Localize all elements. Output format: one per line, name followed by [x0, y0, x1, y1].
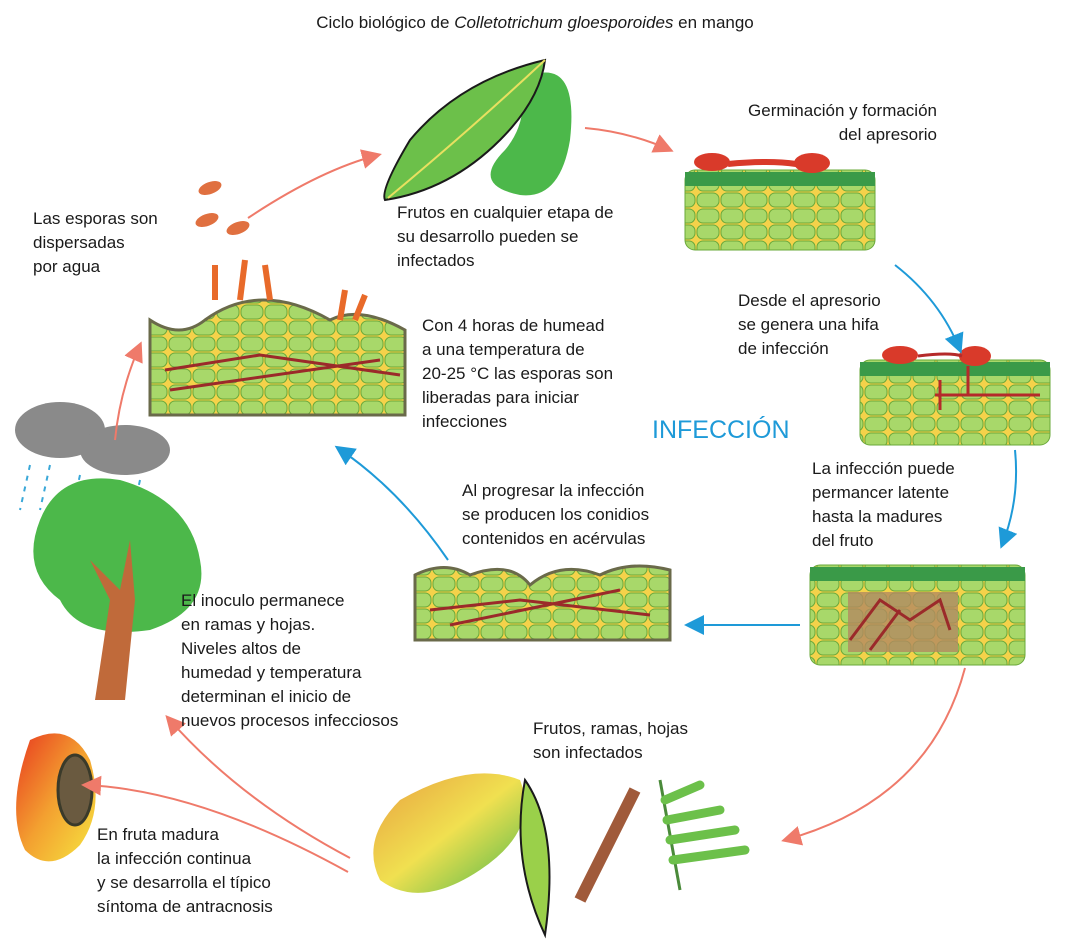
label-line: a una temperatura de [422, 340, 585, 359]
title-species: Colletotrichum gloesporoides [454, 13, 674, 32]
title-prefix: Ciclo biológico de [316, 13, 454, 32]
node-label: El inoculo permanece en ramas y hojas. Niv… [181, 591, 398, 730]
label-line: El inoculo permanece [181, 591, 344, 610]
label-line: La infección puede [812, 459, 955, 478]
label-line: síntoma de antracnosis [97, 897, 273, 916]
node-label: La infección puede permancer latente hasta… [812, 459, 955, 550]
label-line: por agua [33, 257, 101, 276]
label-line: liberadas para iniciar [422, 388, 579, 407]
node-label: Al progresar la infección se producen los… [462, 481, 649, 548]
label-line: infectados [397, 251, 475, 270]
node-label: Las esporas son dispersadas por agua [33, 209, 158, 276]
label-line: del fruto [812, 531, 873, 550]
label-line: se producen los conidios [462, 505, 649, 524]
label-line: Desde el apresorio [738, 291, 881, 310]
label-line: Al progresar la infección [462, 481, 644, 500]
label-line: son infectados [533, 743, 643, 762]
node-label: Germinación y formación del apresorio [748, 101, 937, 144]
label-line: INFECCIÓN [652, 415, 790, 444]
label-line: hasta la madures [812, 507, 942, 526]
label-line: y se desarrolla el típico [97, 873, 271, 892]
title: Ciclo biológico de Colletotrichum gloesp… [316, 13, 754, 32]
label-line: Frutos en cualquier etapa de [397, 203, 613, 222]
label-line: del apresorio [839, 125, 937, 144]
node-label: Con 4 horas de humead a una temperatura d… [422, 316, 613, 431]
node-label: En fruta madura la infección continua y se… [97, 825, 273, 916]
label-line: permancer latente [812, 483, 949, 502]
label-line: determinan el inicio de [181, 687, 351, 706]
label-line: dispersadas [33, 233, 125, 252]
label-line: Las esporas son [33, 209, 158, 228]
label-line: humedad y temperatura [181, 663, 362, 682]
label-line: Germinación y formación [748, 101, 937, 120]
node-label: INFECCIÓN [652, 415, 790, 444]
label-line: contenidos en acérvulas [462, 529, 645, 548]
label-line: de infección [738, 339, 829, 358]
label-line: infecciones [422, 412, 507, 431]
label-line: se genera una hifa [738, 315, 879, 334]
node-label: Desde el apresorio se genera una hifa de i… [738, 291, 881, 358]
label-line: Frutos, ramas, hojas [533, 719, 688, 738]
label-line: en ramas y hojas. [181, 615, 315, 634]
title-suffix: en mango [673, 13, 753, 32]
label-line: su desarrollo pueden se [397, 227, 578, 246]
label-line: nuevos procesos infecciosos [181, 711, 398, 730]
label-line: En fruta madura [97, 825, 219, 844]
label-line: Con 4 horas de humead [422, 316, 604, 335]
label-line: 20-25 °C las esporas son [422, 364, 613, 383]
node-label: Frutos en cualquier etapa de su desarroll… [397, 203, 613, 270]
label-line: Niveles altos de [181, 639, 301, 658]
diagram: Ciclo biológico de Colletotrichum gloesp… [0, 0, 1069, 939]
label-line: la infección continua [97, 849, 252, 868]
node-label: Frutos, ramas, hojas son infectados [533, 719, 688, 762]
